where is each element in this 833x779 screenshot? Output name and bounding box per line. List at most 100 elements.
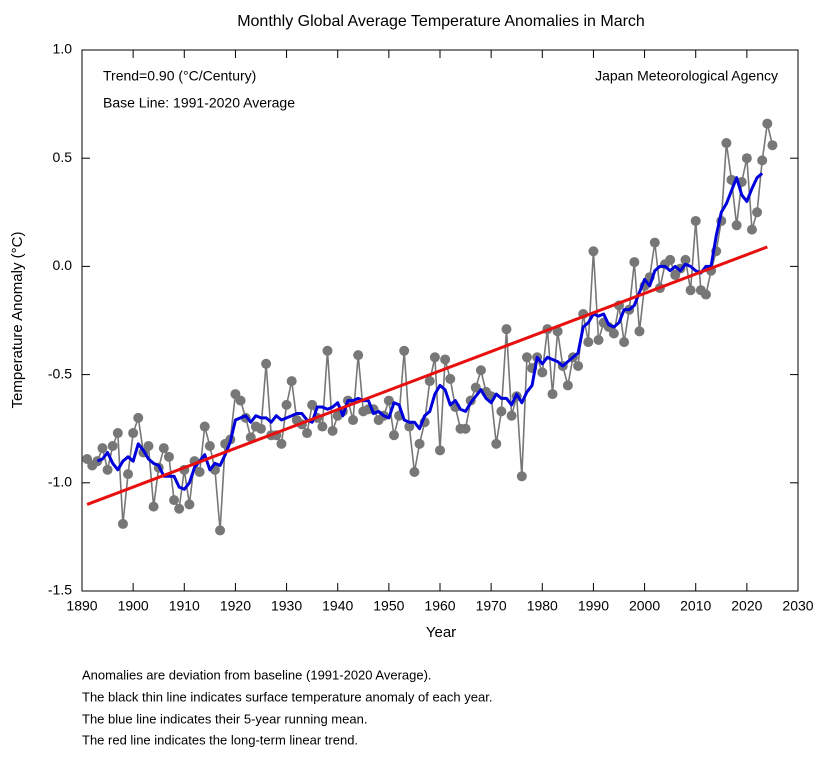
data-point <box>547 389 558 400</box>
data-point <box>414 438 425 449</box>
data-point <box>97 443 108 454</box>
data-point <box>174 503 185 514</box>
data-point <box>184 499 195 510</box>
data-point <box>194 466 205 477</box>
data-point <box>588 246 599 257</box>
data-point <box>741 153 752 164</box>
x-tick-label: 1890 <box>66 598 97 614</box>
data-point <box>353 350 364 361</box>
x-tick-label: 1920 <box>220 598 251 614</box>
data-point <box>409 466 420 477</box>
trend-line <box>86 245 768 506</box>
data-point <box>593 334 604 345</box>
data-point <box>424 376 435 387</box>
data-point <box>506 410 517 421</box>
x-tick-label: 1990 <box>578 598 609 614</box>
data-point <box>348 415 359 426</box>
x-tick-label: 1930 <box>271 598 302 614</box>
data-point <box>685 285 696 296</box>
data-point <box>215 525 226 536</box>
data-point <box>440 354 451 365</box>
annotation: Japan Meteorological Agency <box>595 68 778 84</box>
y-axis-label: Temperature Anomaly (°C) <box>9 232 26 409</box>
data-point <box>235 395 246 406</box>
data-point <box>388 430 399 441</box>
data-point <box>746 224 757 235</box>
x-tick-label: 2030 <box>782 598 813 614</box>
note: The blue line indicates their 5-year run… <box>82 711 367 726</box>
data-point <box>537 367 548 378</box>
note: The black thin line indicates surface te… <box>82 689 492 704</box>
data-point <box>383 395 394 406</box>
data-point <box>117 518 128 529</box>
x-tick-label: 1960 <box>424 598 455 614</box>
data-point <box>665 254 676 265</box>
data-point <box>521 352 532 363</box>
data-point <box>302 428 313 439</box>
data-point <box>475 365 486 376</box>
y-tick-label: -0.5 <box>48 365 72 381</box>
annotation: Base Line: 1991-2020 Average <box>103 95 295 111</box>
data-point <box>573 360 584 371</box>
data-point <box>404 421 415 432</box>
x-tick-label: 1940 <box>322 598 353 614</box>
chart-title: Monthly Global Average Temperature Anoma… <box>237 13 645 30</box>
data-point <box>435 445 445 456</box>
data-point <box>123 469 134 480</box>
data-point <box>690 215 701 226</box>
data-point <box>721 138 732 149</box>
x-tick-label: 2000 <box>629 598 660 614</box>
data-point <box>148 501 159 512</box>
data-point <box>169 495 180 506</box>
data-point <box>680 254 691 265</box>
note: Anomalies are deviation from baseline (1… <box>82 667 432 682</box>
data-point <box>516 471 527 482</box>
data-point <box>158 443 169 454</box>
data-point <box>204 441 215 452</box>
data-point <box>199 421 210 432</box>
x-tick-label: 1970 <box>476 598 507 614</box>
data-point <box>317 421 328 432</box>
data-point <box>767 140 778 151</box>
data-point <box>322 345 333 356</box>
note: The red line indicates the long-term lin… <box>82 732 358 747</box>
x-tick-label: 1910 <box>169 598 200 614</box>
data-point <box>276 438 287 449</box>
data-point <box>133 412 144 423</box>
series-line <box>96 172 764 491</box>
y-tick-label: -1.0 <box>48 474 72 490</box>
y-tick-label: -1.5 <box>48 582 72 598</box>
data-point <box>399 345 410 356</box>
data-point <box>163 451 174 462</box>
x-tick-label: 2020 <box>731 598 762 614</box>
data-point <box>583 337 594 348</box>
data-point <box>562 380 573 391</box>
data-point <box>619 337 630 348</box>
data-point <box>501 324 512 335</box>
data-point <box>143 441 154 452</box>
data-point <box>460 423 471 434</box>
data-point <box>762 118 773 129</box>
data-point <box>112 428 123 439</box>
data-point <box>307 399 318 410</box>
data-point <box>445 373 456 384</box>
y-tick-label: 0.0 <box>53 257 73 273</box>
data-point <box>128 428 139 439</box>
data-point <box>281 399 292 410</box>
data-point <box>629 257 640 268</box>
data-point <box>261 358 272 369</box>
data-point <box>107 441 118 452</box>
data-point <box>731 220 742 231</box>
data-point <box>102 464 113 475</box>
data-point <box>608 328 619 339</box>
data-point <box>634 326 645 337</box>
data-point <box>491 438 502 449</box>
data-point <box>245 432 256 443</box>
data-point <box>649 237 660 248</box>
data-point <box>470 382 481 393</box>
y-tick-label: 1.0 <box>53 41 73 57</box>
x-tick-label: 1950 <box>373 598 404 614</box>
x-tick-label: 2010 <box>680 598 711 614</box>
x-tick-label: 1980 <box>527 598 558 614</box>
